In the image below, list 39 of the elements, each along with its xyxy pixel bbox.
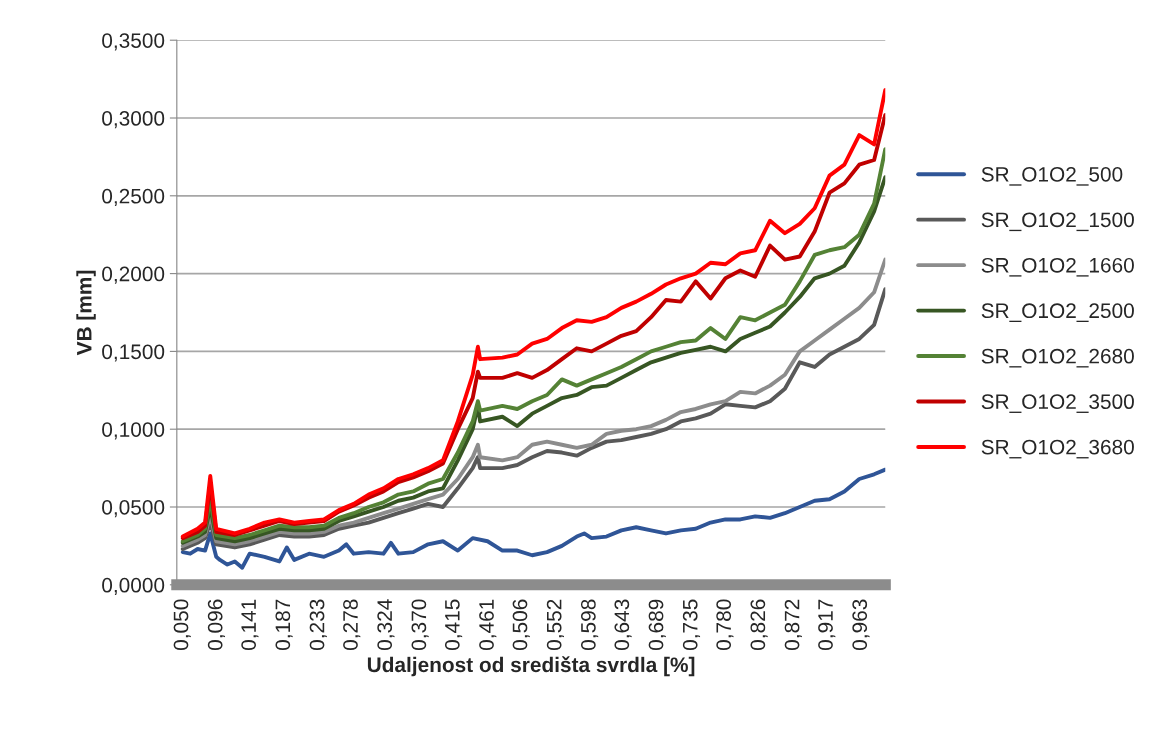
x-tick-label: 0,552 [546, 599, 565, 650]
y-tick-label: 0,1500 [102, 344, 165, 362]
line-series [180, 467, 886, 570]
legend-label: SR_O1O2_3680 [981, 439, 1134, 459]
x-tick-label: 0,324 [377, 599, 395, 650]
x-tick-label: 0,370 [411, 599, 429, 650]
legend-label: SR_O1O2_2500 [981, 303, 1134, 323]
x-tick-label: 0,917 [818, 599, 836, 650]
y-tick-label: 0,2000 [102, 266, 165, 284]
x-tick-label: 0,415 [444, 599, 463, 650]
y-tick-label: 0,3000 [102, 111, 165, 129]
x-tick-label: 0,598 [580, 599, 599, 650]
y-tick-label: 0,0000 [102, 577, 165, 596]
y-tick-label: 0,3500 [102, 33, 165, 51]
x-tick-label: 0,689 [648, 599, 666, 650]
y-axis-title: VB [mm] [76, 270, 96, 356]
x-tick-label: 0,141 [241, 599, 259, 650]
x-tick-label: 0,735 [682, 599, 701, 650]
legend-label: SR_O1O2_1500 [981, 212, 1134, 232]
legend-label: SR_O1O2_500 [981, 166, 1123, 186]
x-tick-label: 0,872 [784, 599, 802, 650]
legend-label: SR_O1O2_3500 [981, 394, 1134, 413]
y-tick-label: 0,2500 [102, 188, 165, 207]
x-tick-label: 0,826 [750, 599, 768, 650]
legend-label: SR_O1O2_2680 [981, 348, 1134, 368]
x-tick-label: 0,096 [207, 599, 226, 650]
x-tick-label: 0,278 [343, 599, 361, 650]
y-tick-label: 0,1000 [102, 422, 165, 440]
x-tick-label: 0,643 [614, 599, 632, 650]
legend-label: SR_O1O2_1660 [981, 257, 1134, 277]
y-tick-label: 0,0500 [102, 500, 165, 518]
x-tick-label: 0,780 [716, 599, 734, 650]
x-axis-title: Udaljenost od središta svrdla [%] [367, 656, 695, 677]
x-tick-label: 0,187 [275, 599, 293, 650]
x-tick-label: 0,963 [852, 599, 870, 650]
x-tick-label: 0,506 [512, 599, 530, 650]
x-tick-label: 0,050 [173, 599, 191, 650]
x-tick-label: 0,461 [479, 599, 497, 650]
x-tick-label: 0,233 [309, 599, 327, 650]
